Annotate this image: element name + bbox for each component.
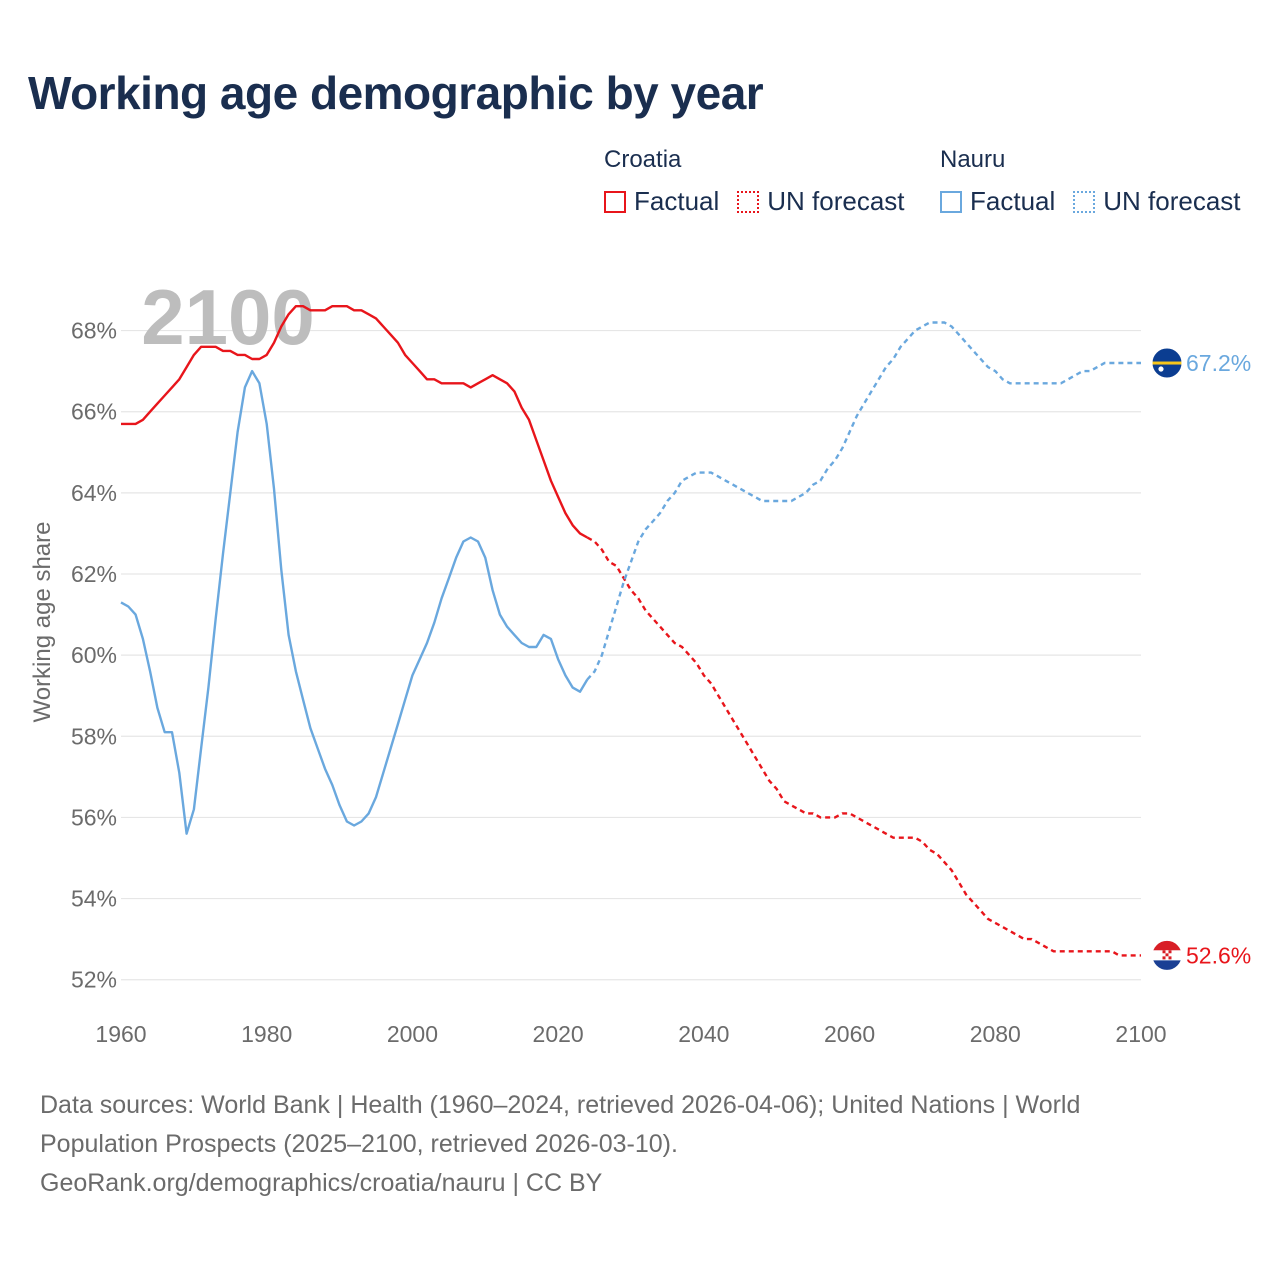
series-line-croatia-factual[interactable]	[121, 305, 588, 539]
nauru-end-value-label: 67.2%	[1186, 350, 1251, 376]
end-markers: 52.6% 67.2%	[1151, 347, 1251, 971]
legend-item-croatia-forecast[interactable]: UN forecast	[737, 186, 905, 217]
y-tick-label: 54%	[71, 886, 117, 912]
legend-group-name: Croatia	[604, 146, 682, 173]
y-tick-label: 52%	[71, 967, 117, 993]
series-line-croatia-forecast[interactable]	[586, 536, 1141, 957]
y-axis-ticks: 52% 54% 56% 58% 60% 62% 64% 66% 68%	[71, 318, 117, 993]
x-tick-label: 2020	[533, 1021, 584, 1047]
legend-item-croatia-factual[interactable]: Factual	[604, 186, 719, 217]
x-axis-ticks: 1960 1980 2000 2020 2040 2060 2080 2100	[95, 1021, 1166, 1047]
sources-line: Data sources: World Bank | Health (1960–…	[40, 1091, 1081, 1119]
y-tick-label: 66%	[71, 399, 117, 425]
data-sources: Data sources: World Bank | Health (1960–…	[40, 1086, 1220, 1203]
y-tick-label: 64%	[71, 480, 117, 506]
y-tick-label: 68%	[71, 318, 117, 344]
legend-item-nauru-forecast[interactable]: UN forecast	[1073, 186, 1241, 217]
series-lines	[120, 305, 1141, 957]
line-chart: 2100 52% 54% 56% 58% 60% 62% 64% 66% 68% 1960 198…	[29, 273, 1251, 1047]
series-line-nauru-factual[interactable]	[120, 369, 589, 835]
legend-label: Factual	[634, 186, 720, 216]
chart-title: Working age demographic by year	[28, 67, 764, 119]
legend-group-croatia: Croatia Factual UN forecast	[604, 146, 923, 217]
sources-link[interactable]: GeoRank.org/demographics/croatia/nauru |…	[40, 1169, 603, 1197]
croatia-end-value-label: 52.6%	[1186, 942, 1251, 968]
croatia-flag-ring	[1151, 939, 1183, 971]
x-tick-label: 2100	[1115, 1021, 1166, 1047]
x-tick-label: 2060	[824, 1021, 875, 1047]
y-axis-label: Working age share	[29, 522, 56, 723]
legend-label: UN forecast	[1103, 186, 1241, 216]
legend-label: UN forecast	[767, 186, 905, 216]
series-line-nauru-forecast[interactable]	[586, 321, 1141, 681]
x-tick-label: 2080	[970, 1021, 1021, 1047]
croatia-flag-icon	[1152, 940, 1182, 971]
y-tick-label: 62%	[71, 561, 117, 587]
x-tick-label: 1980	[241, 1021, 292, 1047]
x-tick-label: 1960	[95, 1021, 146, 1047]
nauru-flag-ring	[1151, 347, 1183, 379]
nauru-flag-icon	[1152, 348, 1182, 379]
y-tick-label: 56%	[71, 804, 117, 830]
sources-line: Population Prospects (2025–2100, retriev…	[40, 1130, 678, 1158]
legend-swatch-solid	[604, 190, 626, 213]
legend-group-nauru: Nauru Factual UN forecast	[940, 146, 1259, 217]
legend-swatch-dotted	[737, 190, 760, 213]
x-tick-label: 2000	[387, 1021, 438, 1047]
legend-swatch-dotted	[1073, 190, 1096, 213]
legend-label: Factual	[970, 186, 1056, 216]
legend-item-nauru-factual[interactable]: Factual	[940, 186, 1055, 217]
y-tick-label: 60%	[71, 642, 117, 668]
x-tick-label: 2040	[678, 1021, 729, 1047]
gridlines	[121, 329, 1141, 981]
legend-group-name: Nauru	[940, 146, 1006, 173]
y-tick-label: 58%	[71, 723, 117, 749]
legend-swatch-solid	[940, 190, 962, 213]
year-watermark: 2100	[141, 273, 315, 361]
